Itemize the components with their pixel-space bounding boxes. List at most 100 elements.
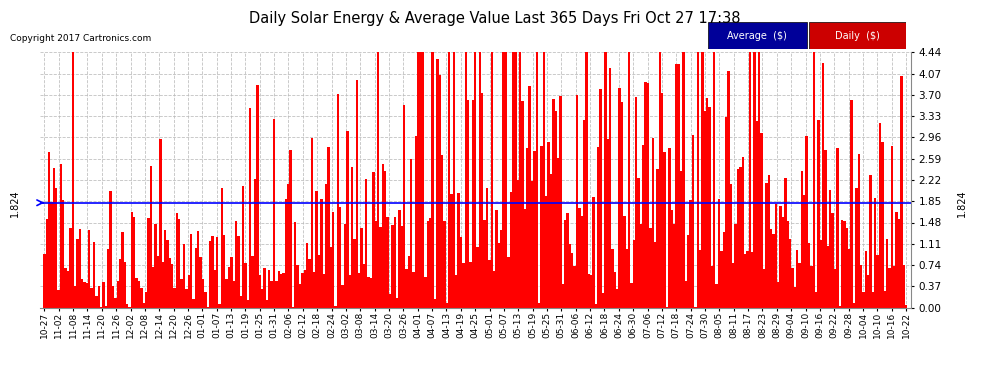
Bar: [841, 220, 843, 308]
Bar: [481, 93, 483, 308]
Bar: [446, 303, 447, 307]
Bar: [638, 178, 640, 308]
Bar: [261, 289, 263, 308]
Bar: [547, 142, 549, 308]
Bar: [621, 102, 623, 308]
Bar: [711, 266, 713, 308]
Bar: [350, 167, 353, 308]
Bar: [467, 100, 469, 308]
Bar: [415, 136, 417, 308]
Bar: [389, 294, 391, 307]
Bar: [69, 228, 71, 308]
Bar: [760, 134, 763, 308]
Bar: [549, 174, 552, 308]
Bar: [256, 86, 258, 308]
Bar: [857, 154, 860, 308]
Bar: [105, 306, 107, 308]
Bar: [830, 190, 832, 308]
Bar: [798, 263, 801, 308]
Bar: [611, 249, 614, 308]
Bar: [394, 217, 396, 308]
Bar: [505, 53, 507, 308]
Bar: [459, 237, 462, 308]
Bar: [337, 94, 339, 308]
Bar: [55, 188, 57, 308]
Bar: [429, 218, 432, 308]
Bar: [348, 275, 350, 308]
Bar: [607, 139, 609, 308]
Bar: [595, 304, 597, 307]
Bar: [514, 53, 517, 308]
Bar: [287, 184, 289, 308]
Bar: [164, 230, 166, 308]
Bar: [886, 239, 888, 308]
Bar: [507, 257, 510, 307]
Bar: [675, 64, 677, 308]
Bar: [855, 188, 857, 308]
Text: Average  ($): Average ($): [728, 31, 787, 40]
Text: Daily  ($): Daily ($): [835, 31, 880, 40]
Bar: [585, 53, 588, 308]
Bar: [820, 240, 822, 308]
Bar: [687, 234, 689, 308]
Bar: [498, 243, 500, 308]
Bar: [517, 180, 519, 308]
Bar: [464, 53, 467, 308]
Bar: [159, 139, 161, 308]
Bar: [141, 288, 143, 308]
Bar: [556, 158, 559, 308]
Bar: [124, 262, 126, 308]
Bar: [538, 303, 541, 307]
Bar: [706, 98, 709, 308]
Bar: [661, 93, 663, 308]
Bar: [299, 284, 301, 308]
Bar: [44, 254, 46, 308]
Bar: [888, 268, 891, 308]
Bar: [813, 53, 815, 308]
Bar: [713, 53, 716, 308]
Bar: [623, 216, 626, 308]
Bar: [235, 221, 238, 308]
Bar: [772, 234, 774, 308]
Bar: [202, 279, 204, 308]
Bar: [386, 217, 389, 308]
Bar: [78, 229, 81, 308]
Bar: [129, 307, 131, 308]
Bar: [57, 290, 59, 308]
Bar: [867, 275, 869, 308]
Bar: [452, 53, 455, 308]
Bar: [242, 186, 245, 308]
Bar: [410, 159, 413, 308]
Bar: [112, 286, 114, 308]
Bar: [156, 256, 159, 307]
Bar: [308, 259, 311, 308]
Bar: [469, 262, 471, 308]
Bar: [583, 120, 585, 308]
Bar: [576, 95, 578, 308]
Bar: [136, 278, 138, 308]
Bar: [635, 97, 638, 308]
Bar: [81, 279, 83, 308]
Bar: [413, 272, 415, 308]
Bar: [784, 178, 786, 308]
Bar: [740, 167, 742, 308]
Bar: [541, 146, 543, 308]
Bar: [725, 117, 728, 308]
Bar: [837, 148, 839, 308]
Bar: [748, 53, 751, 308]
Bar: [166, 240, 168, 308]
Bar: [782, 217, 784, 308]
Bar: [832, 213, 834, 308]
Bar: [845, 228, 848, 308]
Bar: [450, 194, 452, 308]
Bar: [154, 224, 156, 308]
Bar: [628, 53, 631, 308]
Bar: [616, 289, 619, 308]
Bar: [335, 306, 337, 308]
Bar: [552, 99, 554, 308]
Bar: [682, 53, 685, 308]
Bar: [640, 224, 643, 308]
Bar: [138, 281, 141, 308]
Bar: [221, 188, 223, 308]
Bar: [767, 175, 770, 308]
